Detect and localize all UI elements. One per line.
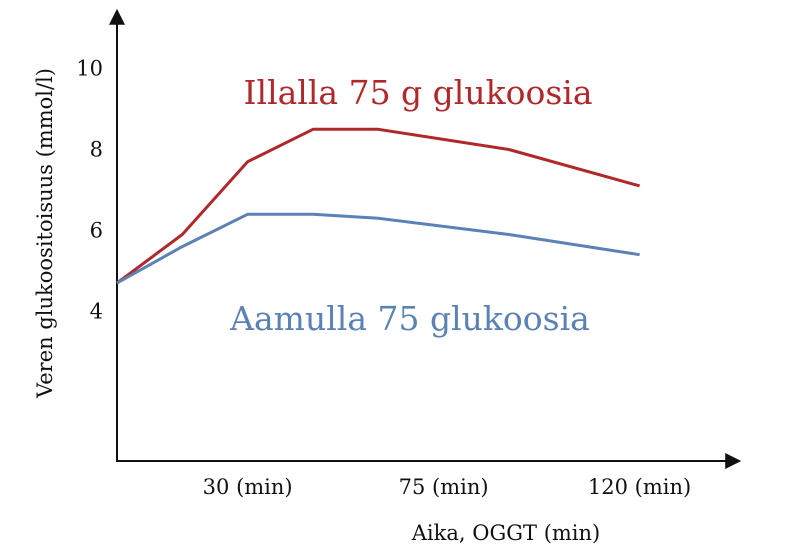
series-line-1 <box>116 212 640 285</box>
x-tick-label: 75 (min) <box>399 475 489 499</box>
y-tick-label: 8 <box>90 138 103 162</box>
x-tick-label: 120 (min) <box>588 475 691 499</box>
y-tick-labels: 4 6 8 10 <box>76 57 103 324</box>
y-tick-label: 4 <box>90 299 103 323</box>
y-axis-label: Veren glukoositoisuus (mmol/l) <box>33 68 57 399</box>
series-line-0 <box>116 127 641 285</box>
x-axis-label: Aika, OGGT (min) <box>411 521 600 545</box>
y-tick-label: 10 <box>76 57 103 81</box>
series-label-morning: Aamulla 75 glukoosia <box>229 299 590 338</box>
y-tick-label: 6 <box>90 218 103 242</box>
series-label-evening: Illalla 75 g glukoosia <box>243 73 592 112</box>
x-tick-labels: 30 (min) 75 (min) 120 (min) <box>203 475 692 499</box>
x-tick-label: 30 (min) <box>203 475 293 499</box>
series-lines <box>116 127 641 285</box>
